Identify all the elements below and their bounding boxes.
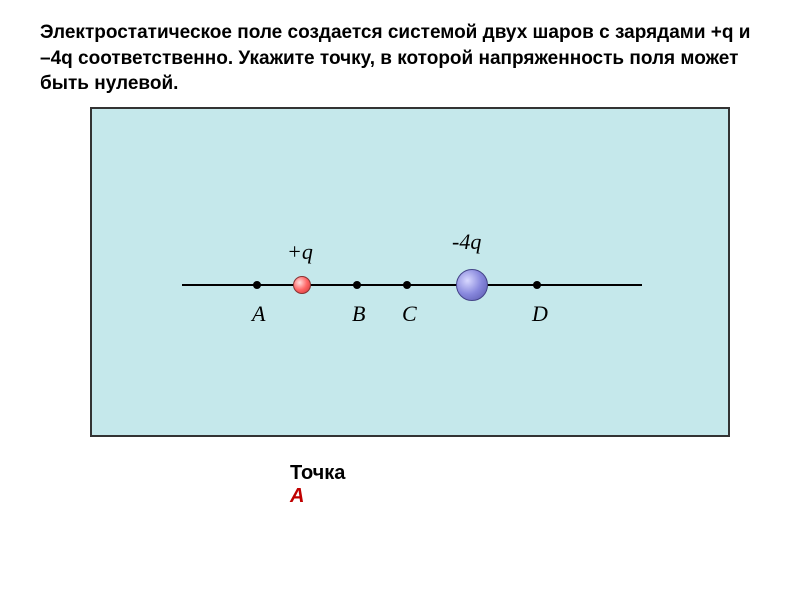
charge-plus-q-sphere (293, 276, 311, 294)
point-c-tick (403, 281, 411, 289)
point-d-tick (533, 281, 541, 289)
charge-minus-4q-label: -4q (452, 229, 481, 255)
diagram-container: A B C D +q -4q (90, 107, 730, 437)
point-a-label: A (252, 301, 265, 327)
axis-line (182, 284, 642, 286)
question-text: Электростатическое поле создается систем… (40, 20, 760, 97)
point-b-tick (353, 281, 361, 289)
answer-letter: А (290, 485, 760, 508)
answer-word: Точка (290, 462, 760, 485)
point-c-label: C (402, 301, 417, 327)
point-b-label: B (352, 301, 365, 327)
point-a-tick (253, 281, 261, 289)
answer-block: Точка А (290, 462, 760, 508)
charge-minus-4q-sphere (456, 269, 488, 301)
point-d-label: D (532, 301, 548, 327)
charge-plus-q-label: +q (287, 239, 313, 265)
